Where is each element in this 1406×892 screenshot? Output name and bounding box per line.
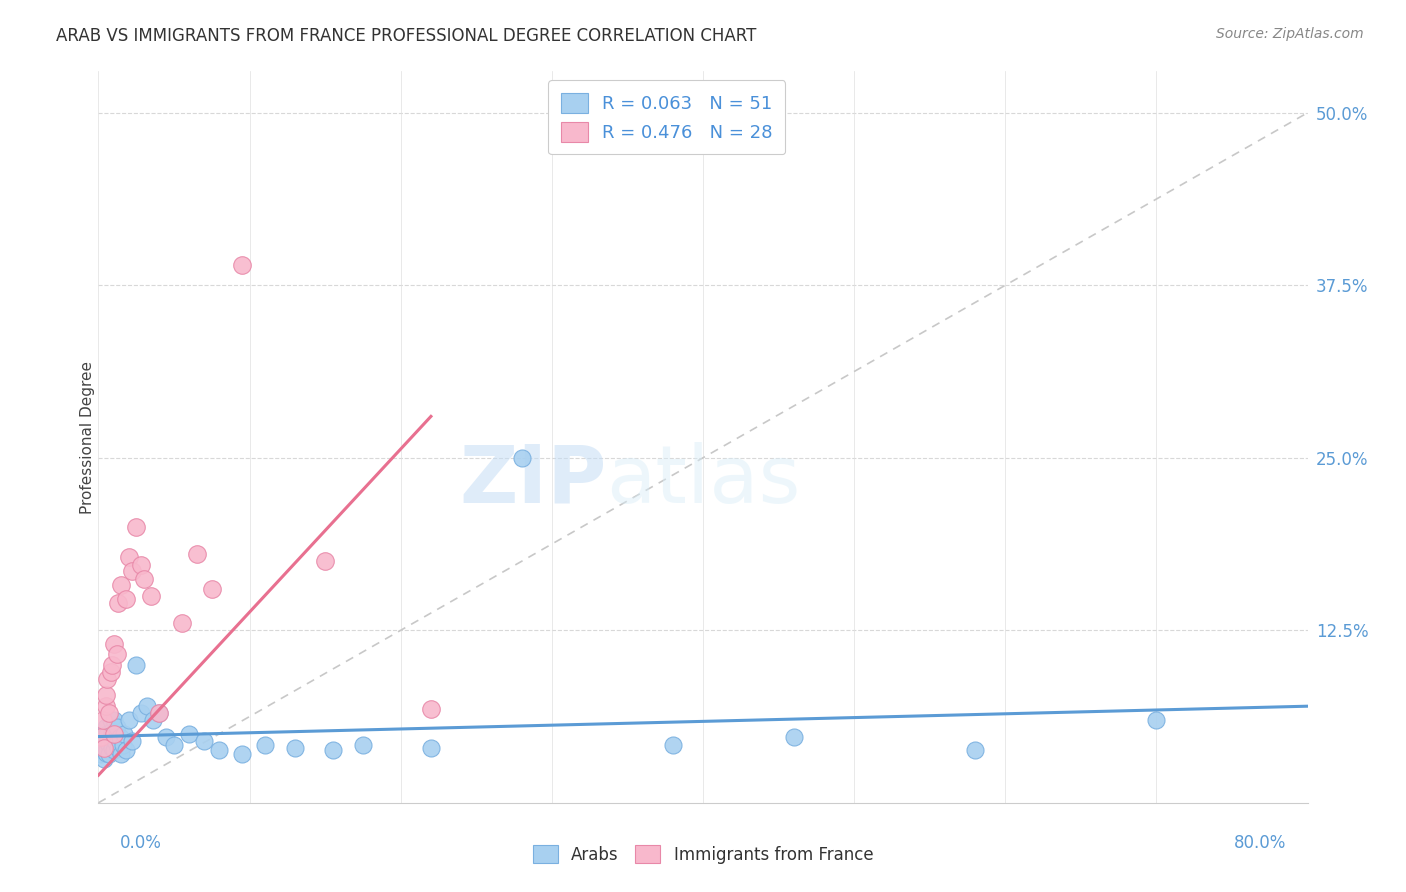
Y-axis label: Professional Degree: Professional Degree xyxy=(80,360,94,514)
Point xyxy=(163,738,186,752)
Point xyxy=(91,713,114,727)
Point xyxy=(118,713,141,727)
Point xyxy=(100,665,122,679)
Point xyxy=(90,747,112,762)
Point xyxy=(142,713,165,727)
Point xyxy=(94,738,117,752)
Point xyxy=(208,743,231,757)
Point xyxy=(352,738,374,752)
Point xyxy=(231,747,253,762)
Point xyxy=(141,589,163,603)
Point xyxy=(98,747,121,762)
Point xyxy=(107,596,129,610)
Point xyxy=(100,730,122,744)
Point xyxy=(110,578,132,592)
Text: atlas: atlas xyxy=(606,442,800,520)
Point xyxy=(132,572,155,586)
Point xyxy=(90,738,112,752)
Point xyxy=(112,727,135,741)
Point xyxy=(129,558,152,573)
Point xyxy=(108,730,131,744)
Legend: Arabs, Immigrants from France: Arabs, Immigrants from France xyxy=(526,838,880,871)
Point xyxy=(253,738,276,752)
Point xyxy=(114,743,136,757)
Point xyxy=(510,450,533,465)
Text: ZIP: ZIP xyxy=(458,442,606,520)
Point xyxy=(965,743,987,757)
Point xyxy=(103,743,125,757)
Point xyxy=(90,730,112,744)
Point xyxy=(121,564,143,578)
Point xyxy=(170,616,193,631)
Point xyxy=(89,740,111,755)
Point xyxy=(93,740,115,755)
Point xyxy=(155,730,177,744)
Point xyxy=(94,746,117,760)
Point xyxy=(322,743,344,757)
Point xyxy=(103,713,125,727)
Point xyxy=(201,582,224,596)
Point xyxy=(179,727,201,741)
Point xyxy=(1144,713,1167,727)
Point xyxy=(93,730,115,744)
Point xyxy=(118,550,141,565)
Point xyxy=(96,743,118,757)
Text: 80.0%: 80.0% xyxy=(1234,834,1286,852)
Point xyxy=(125,657,148,672)
Text: ARAB VS IMMIGRANTS FROM FRANCE PROFESSIONAL DEGREE CORRELATION CHART: ARAB VS IMMIGRANTS FROM FRANCE PROFESSIO… xyxy=(56,27,756,45)
Point xyxy=(105,647,128,661)
Point xyxy=(135,699,157,714)
Point xyxy=(107,740,129,755)
Point xyxy=(103,727,125,741)
Legend: R = 0.063   N = 51, R = 0.476   N = 28: R = 0.063 N = 51, R = 0.476 N = 28 xyxy=(548,80,786,154)
Point xyxy=(314,554,336,568)
Point xyxy=(148,706,170,720)
Point xyxy=(420,740,443,755)
Text: Source: ZipAtlas.com: Source: ZipAtlas.com xyxy=(1216,27,1364,41)
Point xyxy=(121,733,143,747)
Point xyxy=(98,706,121,720)
Point xyxy=(94,699,117,714)
Point xyxy=(105,720,128,734)
Point xyxy=(91,733,114,747)
Point xyxy=(148,706,170,720)
Point xyxy=(103,637,125,651)
Point xyxy=(783,730,806,744)
Point xyxy=(186,548,208,562)
Point xyxy=(193,733,215,747)
Point xyxy=(104,733,127,747)
Point xyxy=(94,720,117,734)
Point xyxy=(96,672,118,686)
Point xyxy=(100,713,122,727)
Point xyxy=(420,702,443,716)
Point xyxy=(661,738,683,752)
Point xyxy=(96,727,118,741)
Point xyxy=(284,740,307,755)
Text: 0.0%: 0.0% xyxy=(120,834,162,852)
Point xyxy=(110,747,132,762)
Point xyxy=(101,740,124,755)
Point xyxy=(94,688,117,702)
Point xyxy=(93,751,115,765)
Point xyxy=(98,738,121,752)
Point xyxy=(129,706,152,720)
Point xyxy=(114,591,136,606)
Point xyxy=(125,520,148,534)
Point xyxy=(101,657,124,672)
Point xyxy=(111,738,134,752)
Point xyxy=(231,258,253,272)
Point xyxy=(101,724,124,739)
Point xyxy=(91,743,114,757)
